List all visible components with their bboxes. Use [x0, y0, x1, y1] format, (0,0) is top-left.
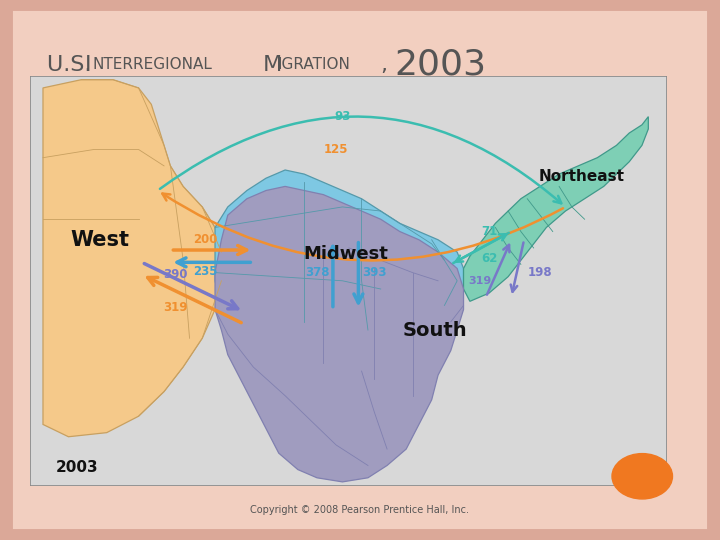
Text: IGRATION: IGRATION [277, 57, 350, 72]
Text: 390: 390 [163, 268, 188, 281]
Text: 319: 319 [469, 276, 492, 286]
Circle shape [612, 454, 672, 499]
Text: 235: 235 [193, 265, 217, 278]
Text: NTERREGIONAL: NTERREGIONAL [92, 57, 212, 72]
FancyArrowPatch shape [456, 233, 509, 262]
FancyArrowPatch shape [328, 246, 338, 307]
Text: 378: 378 [305, 266, 329, 279]
FancyArrowPatch shape [177, 258, 251, 267]
FancyArrowPatch shape [144, 264, 238, 309]
FancyArrowPatch shape [510, 242, 523, 292]
FancyArrowPatch shape [162, 193, 563, 260]
Text: 319: 319 [163, 301, 188, 314]
Text: Copyright © 2008 Pearson Prentice Hall, Inc.: Copyright © 2008 Pearson Prentice Hall, … [251, 505, 469, 515]
Polygon shape [215, 170, 464, 359]
FancyBboxPatch shape [30, 76, 667, 486]
Text: 62: 62 [481, 252, 498, 265]
Text: 2003: 2003 [55, 460, 99, 475]
Text: West: West [71, 230, 130, 250]
Text: Midwest: Midwest [303, 245, 388, 263]
Text: 71: 71 [481, 225, 497, 238]
Text: 93: 93 [334, 110, 351, 123]
FancyArrowPatch shape [148, 278, 241, 323]
Polygon shape [464, 117, 648, 301]
Text: 125: 125 [324, 143, 348, 156]
Polygon shape [215, 186, 464, 482]
Text: Northeast: Northeast [539, 168, 624, 184]
FancyArrowPatch shape [160, 117, 562, 203]
FancyArrowPatch shape [174, 246, 246, 254]
Text: South: South [402, 321, 467, 340]
FancyArrowPatch shape [487, 245, 510, 295]
FancyArrowPatch shape [453, 234, 506, 263]
Text: U.S.: U.S. [47, 55, 99, 75]
Text: 2003: 2003 [395, 48, 487, 82]
Text: M: M [256, 55, 282, 75]
Text: I: I [85, 55, 91, 75]
Polygon shape [43, 80, 222, 437]
Text: 198: 198 [528, 266, 552, 279]
Text: 393: 393 [362, 266, 387, 279]
Text: 200: 200 [193, 233, 217, 246]
FancyArrowPatch shape [354, 242, 363, 303]
Text: ,: , [380, 55, 387, 75]
